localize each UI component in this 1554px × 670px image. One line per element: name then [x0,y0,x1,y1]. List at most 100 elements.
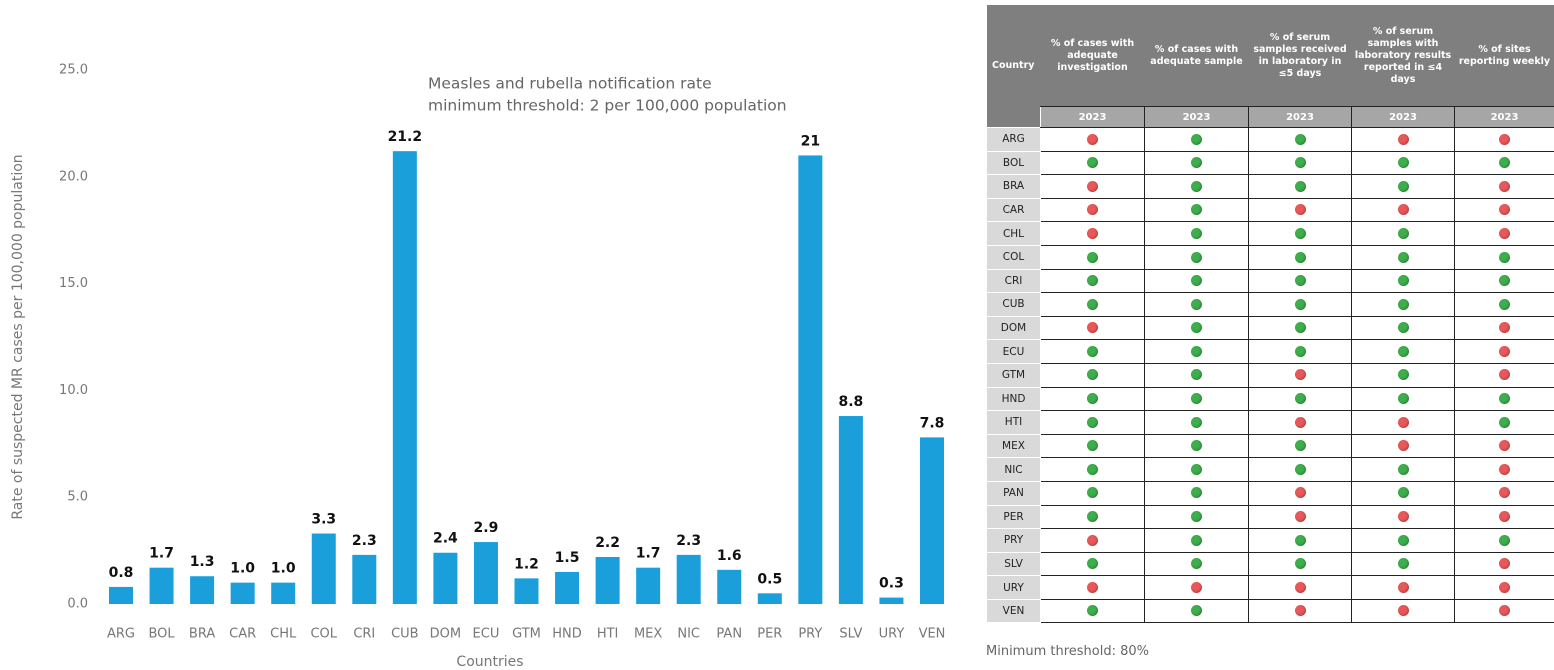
column-header: Country [986,5,1041,128]
status-dot [1499,534,1510,546]
table-row: PER [986,504,1554,530]
x-tick-label: NIC [677,627,700,642]
status-dot [1191,251,1202,263]
status-cell [1144,598,1249,624]
data-label: 2.3 [352,533,377,549]
bar [514,578,539,604]
status-dot [1499,157,1510,169]
bar [230,582,255,604]
bar [433,552,458,604]
country-cell: HND [986,386,1041,412]
status-dot [1397,345,1409,357]
status-cell [1351,174,1455,199]
status-dot [1294,440,1306,452]
x-tick-label: MEX [634,627,662,642]
status-cell [1040,174,1145,199]
status-cell [1040,150,1145,176]
table-row: ECU [986,339,1554,364]
status-dot [1294,511,1306,523]
status-cell [1040,457,1145,482]
status-cell [1248,221,1352,246]
status-cell [1040,433,1145,459]
country-cell: ARG [986,127,1041,152]
status-cell [1248,315,1352,341]
status-cell [1040,268,1145,294]
status-cell [1040,598,1145,624]
x-tick-label: VEN [919,627,946,642]
status-dot [1087,534,1098,546]
status-cell [1454,504,1554,530]
status-dot [1294,157,1306,169]
country-cell: NIC [986,457,1041,482]
bar [920,437,944,604]
status-dot [1397,440,1409,452]
status-cell [1454,551,1554,577]
table-row: CUB [986,292,1554,317]
status-dot [1087,180,1098,192]
status-table: Country% of cases with adequate investig… [986,5,1554,624]
status-dot [1294,393,1306,405]
chart-subtitle: minimum threshold: 2 per 100,000 populat… [428,97,787,115]
status-dot [1499,511,1510,523]
status-cell [1144,433,1249,459]
status-cell [1454,244,1554,270]
column-header: % of cases with adequate sample [1144,5,1249,107]
status-cell [1351,433,1455,459]
x-tick-label: PER [757,627,782,642]
data-label: 1.5 [555,550,580,566]
status-cell [1144,504,1249,530]
bar [676,554,701,604]
status-dot [1087,298,1098,310]
table-row: GTM [986,362,1554,388]
bar [879,597,904,604]
status-cell [1144,362,1249,388]
y-tick-label: 0.0 [67,597,88,612]
x-tick-label: CHL [270,627,297,642]
status-cell [1248,150,1352,176]
table-row: MEX [986,433,1554,459]
country-cell: PER [986,504,1041,530]
status-dot [1499,393,1510,405]
status-dot [1087,369,1098,381]
status-dot [1499,369,1510,381]
x-tick-label: PAN [716,627,742,642]
country-cell: PAN [986,480,1041,506]
status-dot [1397,393,1409,405]
bar [311,533,336,604]
x-tick-label: HND [552,627,582,642]
table-row: CAR [986,197,1554,223]
country-cell: URY [986,575,1041,600]
status-cell [1040,197,1145,223]
status-cell [1144,268,1249,294]
status-dot [1087,275,1098,287]
header-row: Country% of cases with adequate investig… [986,5,1554,128]
y-tick-label: 10.0 [59,383,88,398]
data-label: 1.2 [514,556,539,572]
x-tick-label: GTM [512,627,541,642]
status-cell [1248,127,1352,152]
status-cell [1351,528,1455,553]
status-dot [1397,558,1409,570]
status-dot [1294,251,1306,263]
status-dot [1397,322,1409,334]
status-cell [1351,339,1455,364]
y-axis-label: Rate of suspected MR cases per 100,000 p… [10,154,26,519]
bar [352,554,377,604]
status-dot [1397,298,1409,310]
x-tick-label: CUB [391,627,419,642]
table-row: VEN [986,598,1554,624]
status-dot [1191,416,1202,428]
status-cell [1248,504,1352,530]
status-cell [1144,528,1249,553]
x-tick-label: URY [879,627,905,642]
status-cell [1144,410,1249,435]
status-dot [1397,511,1409,523]
status-dot [1087,463,1098,475]
status-dot [1499,275,1510,287]
status-cell [1351,150,1455,176]
status-dot [1191,581,1202,593]
data-label: 1.0 [271,561,296,577]
x-axis-label: Countries [456,654,523,670]
status-cell [1454,221,1554,246]
